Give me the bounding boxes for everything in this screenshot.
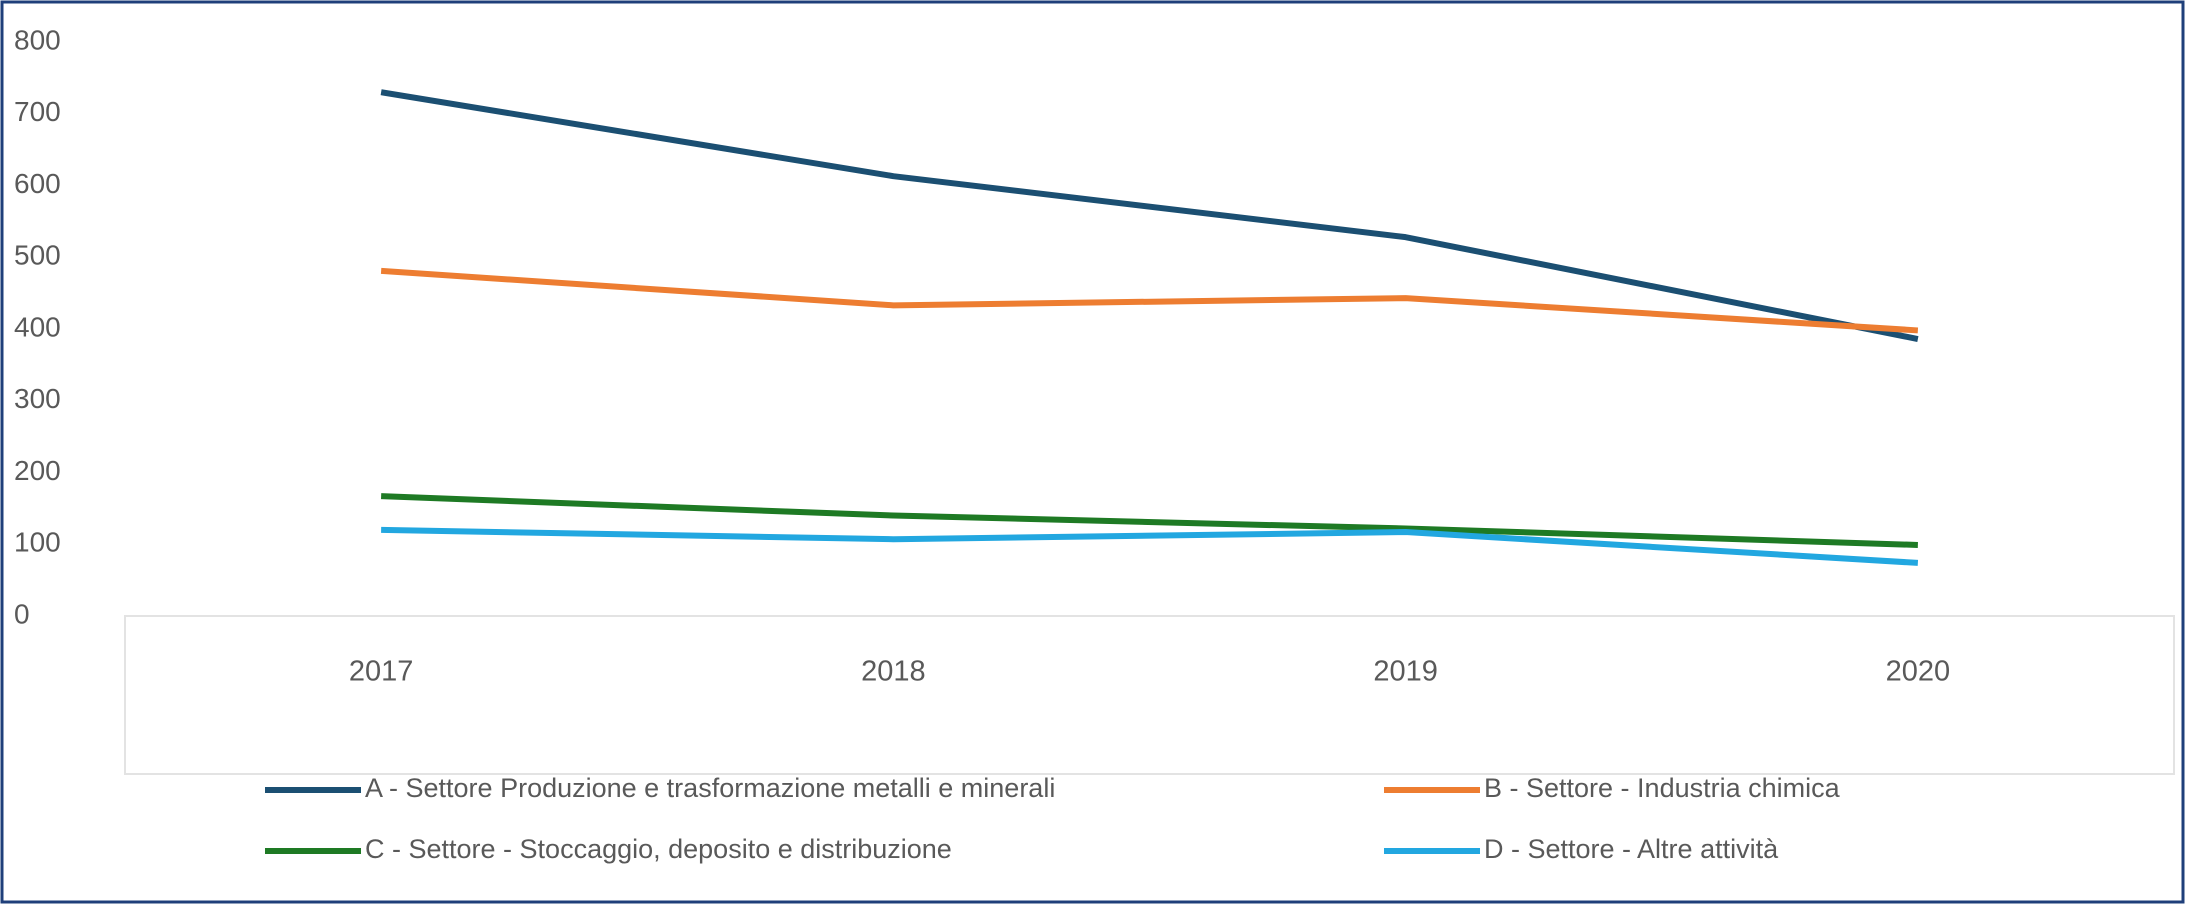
y-tick-label: 300 — [14, 383, 61, 414]
x-tick-label: 2019 — [1373, 656, 1438, 688]
x-tick-label: 2018 — [861, 656, 926, 688]
legend-label: C - Settore - Stoccaggio, deposito e dis… — [365, 834, 952, 864]
y-tick-label: 200 — [14, 455, 61, 486]
y-tick-label: 500 — [14, 240, 61, 271]
series-line — [380, 89, 1919, 342]
series-line — [381, 493, 1918, 548]
y-tick-label: 600 — [14, 168, 61, 199]
legend-label: B - Settore - Industria chimica — [1484, 773, 1841, 803]
legend-label: D - Settore - Altre attività — [1484, 834, 1779, 864]
y-tick-label: 700 — [14, 96, 61, 127]
series-line — [380, 267, 1919, 334]
y-tick-label: 0 — [14, 598, 30, 629]
legend-label: A - Settore Produzione e trasformazione … — [365, 773, 1055, 803]
x-tick-label: 2020 — [1886, 656, 1951, 688]
axis-box — [124, 615, 2175, 775]
y-tick-label: 800 — [14, 24, 61, 55]
y-tick-label: 400 — [14, 311, 61, 342]
x-tick-label: 2017 — [349, 656, 414, 688]
series-line — [381, 526, 1919, 566]
y-tick-label: 100 — [14, 527, 61, 558]
